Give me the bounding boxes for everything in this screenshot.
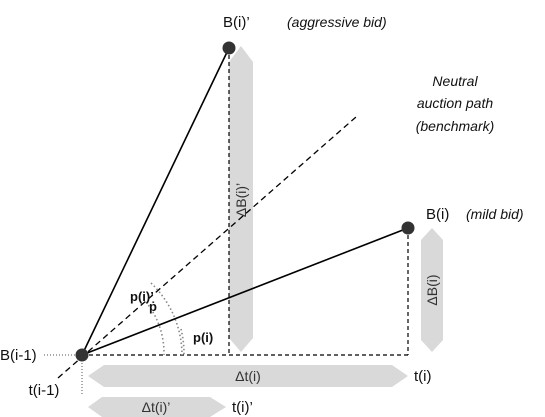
label-time-aggressive: t(i)’ [232,399,253,416]
label-mild-point: B(i) [426,206,449,223]
neutral-path-line [57,116,357,379]
label-angle-neutral: ṗ [149,299,157,314]
label-delta-t-mild: Δt(i) [235,368,261,384]
label-neutral-line1: Neutral [432,73,478,89]
label-angle-mild: p(i) [193,330,213,345]
angle-arc-mild [180,328,185,356]
aggressive-bid-line [81,47,230,356]
point-origin-dot [75,348,89,362]
label-time-mild: t(i) [414,368,432,385]
point-aggressive-dot [222,41,236,55]
label-aggressive-desc: (aggressive bid) [287,14,387,30]
delta-t-mild-arrow [88,365,408,387]
angle-arc-aggressive [150,282,183,356]
angle-arc-neutral [145,301,165,356]
mild-bid-line [81,227,409,356]
delta-b-aggressive-arrow [229,46,253,352]
label-aggressive-point: B(i)’ [223,14,250,31]
delta-b-mild-arrow [421,228,443,352]
label-neutral-line2: auction path [417,95,493,111]
label-delta-t-aggressive: Δt(i)’ [142,399,171,415]
label-time-origin: t(i-1) [29,382,60,399]
label-origin-point: B(i-1) [0,347,37,364]
label-delta-b-mild: ΔB(i) [424,274,440,305]
label-delta-b-aggressive: ΔB(i)’ [233,183,249,217]
label-neutral-line3: (benchmark) [416,118,495,134]
point-mild-dot [401,221,415,235]
label-angle-aggressive: p(i)’ [130,289,154,304]
label-mild-desc: (mild bid) [466,206,524,222]
delta-t-aggressive-arrow [88,397,226,417]
